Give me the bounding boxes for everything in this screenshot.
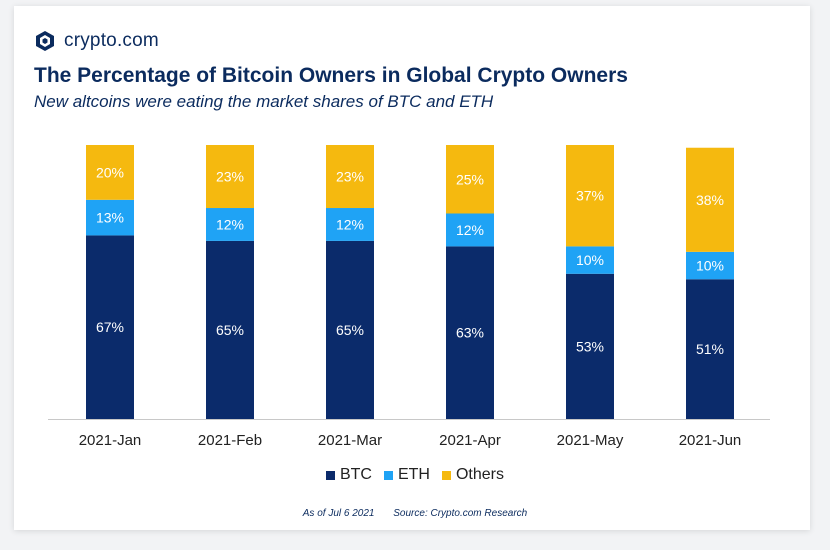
- data-label-btc-2021-apr: 63%: [456, 325, 484, 341]
- data-label-btc-2021-jun: 51%: [696, 341, 724, 357]
- date-note: As of Jul 6 2021: [302, 508, 375, 519]
- bar-others-2021-jan: [86, 145, 134, 200]
- data-label-eth-2021-jan: 13%: [96, 210, 124, 226]
- bar-btc-2021-jun: [686, 279, 734, 419]
- legend-label-btc: BTC: [339, 466, 372, 483]
- chart-card: [14, 6, 810, 530]
- legend-item-btc: BTC: [325, 466, 372, 484]
- x-tick-label: 2021-Apr: [439, 432, 501, 449]
- bar-eth-2021-may: [566, 246, 614, 274]
- bar-eth-2021-jun: [686, 251, 734, 280]
- bar-others-2021-may: [566, 145, 614, 247]
- bar-eth-2021-feb: [206, 208, 254, 241]
- x-tick-label: 2021-Mar: [318, 432, 382, 449]
- bar-btc-2021-apr: [446, 246, 494, 419]
- bar-eth-2021-jan: [86, 199, 134, 236]
- source-note: Source: Crypto.com Research: [393, 508, 528, 519]
- data-label-btc-2021-feb: 65%: [216, 322, 244, 338]
- data-label-others-2021-jun: 38%: [696, 192, 724, 208]
- x-tick-label: 2021-Jun: [679, 432, 742, 449]
- x-tick-label: 2021-May: [557, 432, 624, 449]
- brand-name: crypto.com: [64, 30, 159, 51]
- x-tick-label: 2021-Feb: [198, 432, 262, 449]
- chart-footer: As of Jul 6 2021 Source: Crypto.com Rese…: [0, 508, 830, 519]
- bar-btc-2021-mar: [326, 240, 374, 419]
- data-label-btc-2021-may: 53%: [576, 338, 604, 354]
- bar-btc-2021-feb: [206, 240, 254, 419]
- bar-eth-2021-mar: [326, 208, 374, 241]
- legend-swatch-btc: [325, 470, 335, 480]
- stacked-bar-chart: 67% 13% 20% 2021-Jan 65% 12% 23% 2021-Feb 65% 12%…: [48, 145, 770, 449]
- data-label-eth-2021-apr: 12%: [456, 222, 484, 238]
- legend-item-eth: ETH: [383, 466, 430, 484]
- bar-others-2021-mar: [326, 145, 374, 209]
- data-label-others-2021-may: 37%: [576, 188, 604, 204]
- x-tick-label: 2021-Jan: [79, 432, 142, 449]
- brand: crypto.com: [34, 30, 159, 52]
- crypto-com-logo-icon: [36, 31, 54, 51]
- bar-eth-2021-apr: [446, 213, 494, 247]
- data-label-eth-2021-mar: 12%: [336, 216, 364, 232]
- data-label-eth-2021-feb: 12%: [216, 216, 244, 232]
- bar-btc-2021-jan: [86, 235, 134, 419]
- data-label-btc-2021-jan: 67%: [96, 319, 124, 335]
- bar-others-2021-feb: [206, 145, 254, 209]
- bar-others-2021-apr: [446, 145, 494, 214]
- data-label-others-2021-mar: 23%: [336, 169, 364, 185]
- bar-others-2021-jun: [686, 147, 734, 252]
- data-label-eth-2021-may: 10%: [576, 252, 604, 268]
- data-label-others-2021-jan: 20%: [96, 164, 124, 180]
- chart-title: The Percentage of Bitcoin Owners in Glob…: [34, 64, 628, 87]
- legend-swatch-eth: [383, 470, 393, 480]
- chart-legend: BTC ETH Others: [0, 466, 830, 484]
- data-label-eth-2021-jun: 10%: [696, 258, 724, 274]
- legend-swatch-others: [441, 470, 451, 480]
- data-label-others-2021-apr: 25%: [456, 171, 484, 187]
- legend-label-others: Others: [455, 466, 504, 483]
- legend-label-eth: ETH: [397, 466, 430, 483]
- bar-btc-2021-may: [566, 273, 614, 419]
- chart-subtitle: New altcoins were eating the market shar…: [34, 92, 494, 111]
- data-label-btc-2021-mar: 65%: [336, 322, 364, 338]
- data-label-others-2021-feb: 23%: [216, 169, 244, 185]
- legend-item-others: Others: [441, 466, 504, 484]
